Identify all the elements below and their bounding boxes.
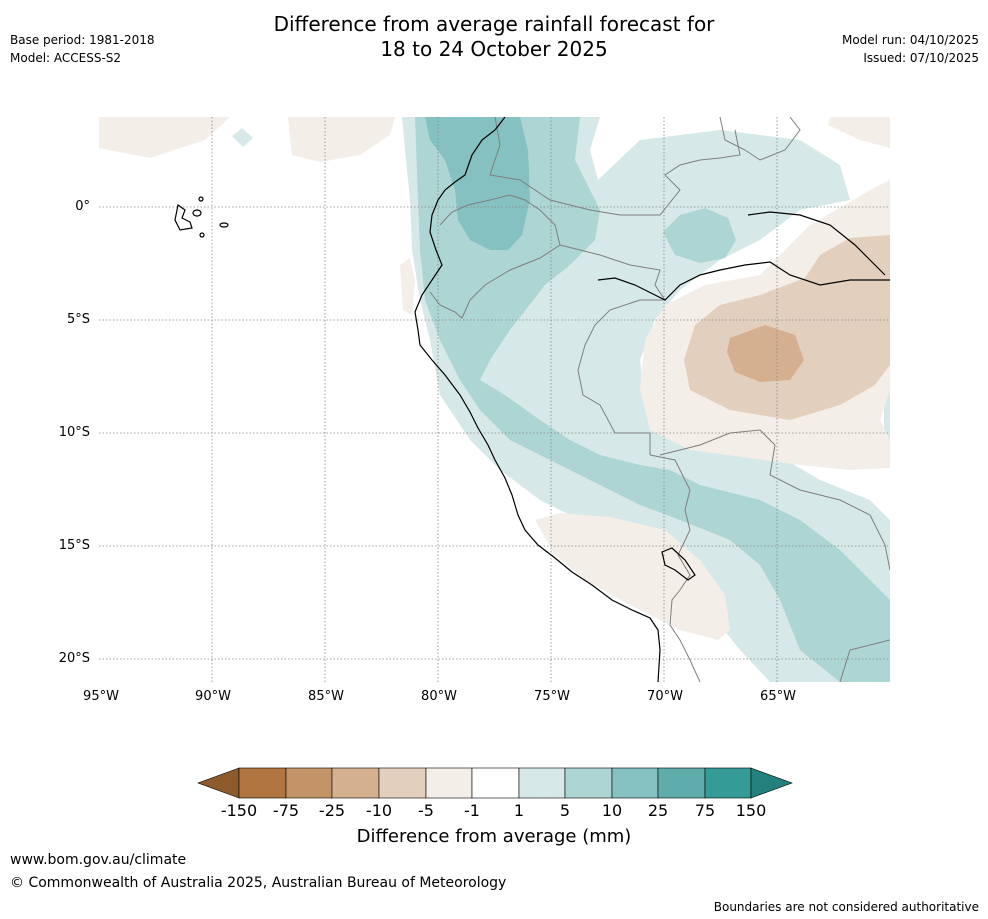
- lon-label-95w: 95°W: [83, 689, 119, 704]
- dry-anomaly-1-5mm-northeast: [828, 117, 890, 148]
- footer-copyright: © Commonwealth of Australia 2025, Austra…: [10, 875, 507, 891]
- title-line-1: Difference from average rainfall forecas…: [273, 12, 715, 36]
- floreana-island: [199, 232, 205, 238]
- lon-label-80w: 80°W: [421, 689, 457, 704]
- colorbar-swatch-10: [657, 767, 706, 799]
- lon-label-65w: 65°W: [760, 689, 796, 704]
- colorbar-tick-5: -5: [418, 801, 434, 820]
- chart-title: Difference from average rainfall forecas…: [0, 12, 988, 62]
- wet-anomaly-islands: [232, 128, 253, 147]
- colorbar-tick-10: 25: [647, 801, 669, 820]
- lat-label-15s: 15°S: [58, 538, 90, 553]
- bolivia-border: [659, 429, 890, 571]
- base-period-label: Base period: 1981-2018: [10, 33, 155, 47]
- santa-cruz-island: [192, 209, 202, 217]
- amazon-river: [597, 261, 890, 301]
- wet-anomaly-5-10mm-central: [663, 208, 736, 263]
- colorbar-swatch-4: [378, 767, 427, 799]
- lat-label-5s: 5°S: [66, 312, 90, 327]
- colorbar-swatch-8: [564, 767, 613, 799]
- colorbar-swatch-9: [611, 767, 659, 799]
- lon-label-85w: 85°W: [308, 689, 344, 704]
- colorbar-tick-12: 150: [735, 801, 767, 820]
- graticule: [99, 117, 890, 682]
- peru-brazil-border: [649, 454, 691, 556]
- lake-titicaca: [661, 547, 696, 581]
- colorbar-swatch-1: [238, 767, 287, 799]
- lat-label-0: 0°: [75, 199, 90, 214]
- colorbar-swatch-2: [285, 767, 333, 799]
- issued-label: Issued: 07/10/2025: [863, 51, 979, 65]
- title-line-2: 18 to 24 October 2025: [380, 37, 608, 61]
- colorbar-tick-4: -10: [365, 801, 393, 820]
- model-label: Model: ACCESS-S2: [10, 51, 122, 65]
- lon-label-75w: 75°W: [534, 689, 570, 704]
- dry-anomaly-1-5mm-coast: [400, 258, 415, 315]
- dry-anomaly-1-5mm-north-ocean: [288, 117, 395, 162]
- lon-label-70w: 70°W: [647, 689, 683, 704]
- coastlines: [414, 117, 890, 682]
- colorbar-swatch-5: [425, 767, 473, 799]
- wet-anomaly-10-25mm-region: [425, 117, 530, 250]
- footer-disclaimer: Boundaries are not considered authoritat…: [713, 900, 979, 914]
- colorbar-swatch-3: [331, 767, 380, 799]
- colorbar-tick-2: -75: [272, 801, 300, 820]
- colorbar-tick-1: -150: [220, 801, 258, 820]
- country-borders: [429, 117, 890, 682]
- colorbar-swatch-11: [704, 767, 752, 799]
- model-run-label: Model run: 04/10/2025: [841, 33, 979, 47]
- santiago-island: [198, 196, 204, 202]
- map-area: [99, 117, 890, 682]
- colorbar-swatch-6: [471, 767, 520, 799]
- colorbar-tick-11: 75: [694, 801, 716, 820]
- dry-anomaly-5-10mm-east: [684, 235, 890, 420]
- lat-label-20s: 20°S: [58, 651, 90, 666]
- venezuela-guyana-border: [719, 117, 801, 161]
- colombia-peru-border: [559, 244, 666, 455]
- colorbar-tick-8: 5: [559, 801, 571, 820]
- isabela-island: [174, 203, 193, 231]
- dry-anomaly-1-5mm-south: [535, 513, 730, 640]
- colombia-venezuela-border: [489, 117, 741, 216]
- footer-url[interactable]: www.bom.gov.au/climate: [10, 852, 187, 868]
- colorbar-tick-9: 10: [601, 801, 623, 820]
- lat-label-10s: 10°S: [58, 425, 90, 440]
- rio-negro: [747, 211, 886, 276]
- colorbar-tick-7: 1: [513, 801, 525, 820]
- colorbar-tick-6: -1: [464, 801, 480, 820]
- bolivia-chile-border: [669, 554, 701, 682]
- brazil-paraguay-border: [839, 639, 890, 682]
- pacific-coastline: [414, 117, 661, 682]
- san-cristobal-island: [219, 222, 229, 228]
- lon-label-90w: 90°W: [195, 689, 231, 704]
- colorbar-tick-3: -25: [318, 801, 346, 820]
- galapagos-islands: [174, 196, 229, 238]
- colorbar-extend-left: [197, 767, 240, 799]
- colorbar-swatch-7: [518, 767, 566, 799]
- dry-anomaly-1-5mm-northwest: [99, 117, 230, 158]
- colorbar-extend-right: [750, 767, 793, 799]
- colorbar-title: Difference from average (mm): [356, 826, 632, 847]
- dry-anomaly-10-25mm-core: [727, 325, 804, 382]
- wet-anomaly-5-10mm-region: [415, 117, 890, 682]
